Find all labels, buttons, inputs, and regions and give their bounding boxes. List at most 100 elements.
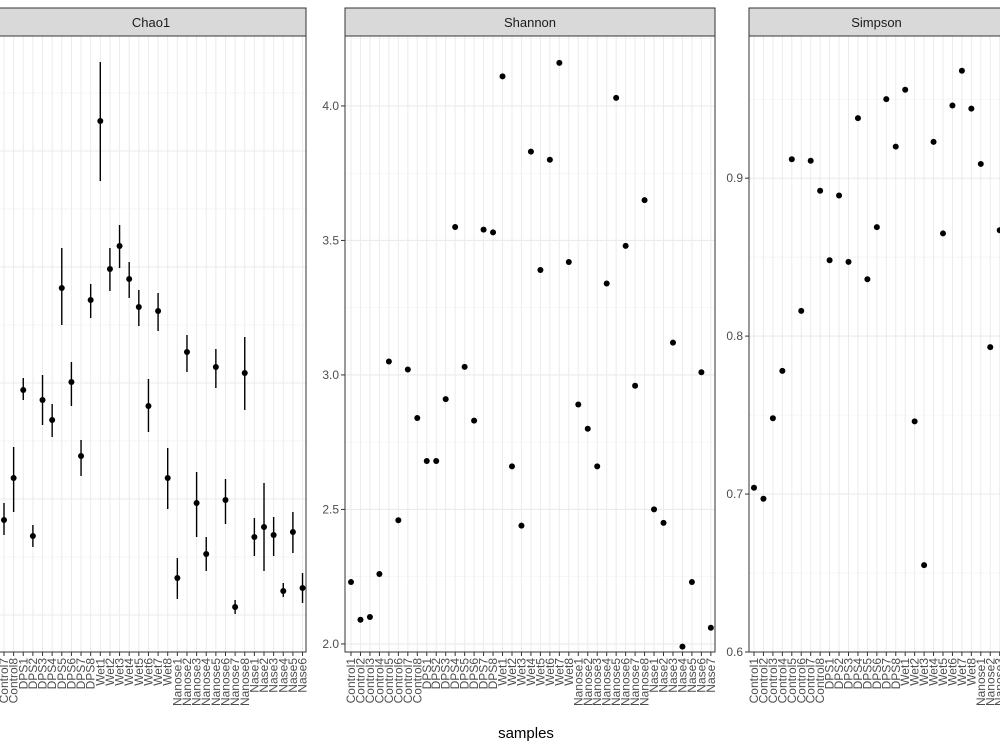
strip-chao1 bbox=[0, 7, 307, 37]
x-tick-label: Control7 bbox=[804, 658, 818, 704]
data-point bbox=[798, 307, 805, 314]
data-point bbox=[366, 614, 373, 621]
x-tick-label: DPS1 bbox=[420, 658, 434, 690]
x-tick-label: DPS2 bbox=[429, 658, 443, 690]
x-tick-label: Wet7 bbox=[955, 658, 969, 686]
data-point bbox=[212, 364, 219, 370]
data-point bbox=[660, 519, 667, 526]
panel-chao1: Chao1Control7Control8DPS1DPS2DPS3DPS4DPS… bbox=[0, 7, 315, 706]
data-point bbox=[940, 230, 946, 237]
x-tick-label: Wet1 bbox=[898, 658, 912, 686]
x-tick-label: Nanose5 bbox=[209, 658, 223, 706]
y-tick-label: 0.6 bbox=[726, 645, 743, 659]
x-tick-label: Wet4 bbox=[122, 658, 136, 686]
x-tick-label: Nase2 bbox=[257, 658, 271, 693]
data-point bbox=[622, 242, 629, 249]
data-point bbox=[58, 285, 65, 291]
x-tick-label: Nanose6 bbox=[218, 658, 232, 706]
x-tick-label: Wet1 bbox=[496, 658, 510, 686]
data-point bbox=[669, 339, 676, 346]
x-tick-label: DPS4 bbox=[45, 658, 59, 690]
x-tick-label: Nase2 bbox=[657, 658, 671, 693]
data-point bbox=[203, 551, 210, 557]
data-point bbox=[751, 484, 757, 491]
x-tick-label: Nanose6 bbox=[619, 658, 633, 706]
data-point bbox=[183, 349, 190, 355]
data-point bbox=[423, 458, 430, 465]
x-tick-label: Nanose2 bbox=[180, 658, 194, 706]
data-point bbox=[480, 226, 487, 233]
data-point bbox=[404, 366, 411, 373]
data-point bbox=[261, 524, 268, 530]
data-point bbox=[126, 276, 133, 282]
data-point bbox=[357, 616, 364, 623]
x-tick-label: Wet7 bbox=[151, 658, 165, 686]
data-point bbox=[836, 192, 843, 199]
data-point bbox=[921, 562, 928, 569]
data-point bbox=[594, 463, 601, 470]
x-tick-label: Nanose1 bbox=[571, 658, 585, 706]
data-point bbox=[39, 397, 46, 403]
data-point bbox=[155, 308, 162, 314]
x-tick-label: Wet5 bbox=[132, 658, 146, 686]
data-point bbox=[508, 463, 515, 470]
x-tick-label: Control4 bbox=[372, 658, 386, 704]
x-tick-label: Nanose7 bbox=[228, 658, 242, 706]
data-point bbox=[68, 379, 75, 385]
data-point bbox=[395, 517, 402, 524]
strip-shannon bbox=[344, 7, 716, 37]
x-tick-label: Nase3 bbox=[666, 658, 680, 693]
data-point bbox=[518, 522, 525, 529]
x-tick-label: Control5 bbox=[382, 658, 396, 704]
data-point bbox=[299, 585, 306, 591]
data-point bbox=[826, 257, 833, 264]
data-point bbox=[854, 115, 861, 122]
y-tick-label: 2.0 bbox=[322, 637, 339, 651]
x-tick-label: Nase6 bbox=[694, 658, 708, 693]
data-point bbox=[949, 102, 956, 109]
data-point bbox=[87, 297, 94, 303]
data-point bbox=[29, 533, 36, 539]
data-point bbox=[788, 156, 795, 163]
data-point bbox=[174, 575, 181, 581]
data-point bbox=[376, 570, 383, 577]
x-tick-label: DPS2 bbox=[26, 658, 40, 690]
x-tick-label: DPS1 bbox=[823, 658, 837, 690]
data-point bbox=[471, 417, 478, 424]
data-point bbox=[698, 369, 705, 376]
x-tick-label: Wet2 bbox=[103, 658, 117, 686]
x-tick-label: Control6 bbox=[391, 658, 405, 704]
data-point bbox=[679, 643, 686, 650]
y-tick-label: 0.9 bbox=[726, 171, 743, 185]
data-point bbox=[864, 276, 871, 283]
x-tick-label: DPS6 bbox=[64, 658, 78, 690]
data-point bbox=[49, 417, 56, 423]
x-tick-label: DPS8 bbox=[889, 658, 903, 690]
data-point bbox=[817, 187, 824, 194]
data-point bbox=[902, 86, 909, 93]
plot-background-chao1 bbox=[0, 36, 306, 652]
data-point bbox=[499, 73, 506, 80]
y-tick-label: 4.0 bbox=[322, 99, 339, 113]
data-point bbox=[760, 495, 767, 502]
data-point bbox=[309, 508, 315, 514]
data-point bbox=[603, 280, 610, 287]
plot-background-shannon bbox=[345, 36, 715, 652]
strip-title-simpson: Simpson bbox=[851, 15, 902, 30]
y-tick-label: 3.5 bbox=[322, 233, 339, 247]
x-tick-label: Nanose5 bbox=[609, 658, 623, 706]
data-point bbox=[452, 223, 459, 230]
x-tick-label: Nase4 bbox=[276, 658, 290, 693]
x-tick-label: DPS1 bbox=[16, 658, 30, 690]
panel-shannon: Shannon2.02.53.03.54.0Control1Control2Co… bbox=[322, 7, 718, 706]
x-tick-label: DPS5 bbox=[55, 658, 69, 690]
data-point bbox=[385, 358, 392, 365]
x-tick-label: Wet8 bbox=[562, 658, 576, 686]
data-point bbox=[280, 588, 287, 594]
x-tick-label: Control1 bbox=[344, 658, 358, 704]
data-point bbox=[116, 243, 123, 249]
data-point bbox=[537, 267, 544, 274]
x-tick-label: Nase5 bbox=[685, 658, 699, 693]
x-tick-label: DPS3 bbox=[439, 658, 453, 690]
x-tick-label: Wet8 bbox=[964, 658, 978, 686]
